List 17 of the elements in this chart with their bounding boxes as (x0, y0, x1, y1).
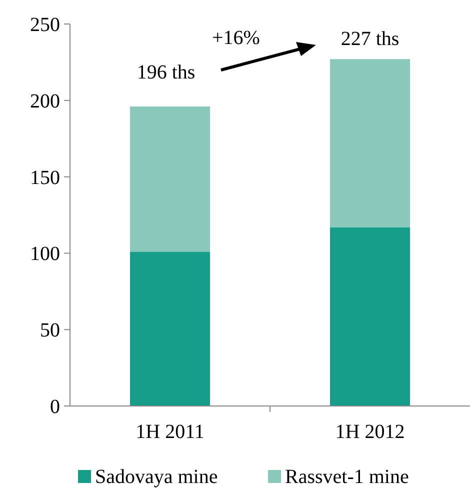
y-tick-label: 100 (30, 243, 60, 266)
total-label: 196 ths (136, 62, 196, 84)
y-tick-label: 200 (30, 90, 60, 112)
x-tick-label: 1H 2012 (335, 421, 405, 443)
y-tick-label: 0 (50, 396, 60, 418)
legend-label: Rassvet-1 mine (285, 466, 409, 488)
legend-label: Sadovaya mine (95, 466, 218, 488)
total-label: 227 ths (340, 28, 400, 50)
y-tick-label: 50 (40, 320, 60, 342)
bar (330, 59, 410, 228)
bar (330, 227, 410, 406)
annotation: +16% (212, 27, 260, 49)
bar (130, 252, 210, 406)
y-tick-label: 250 (30, 14, 60, 36)
x-tick-label: 1H 2011 (136, 421, 204, 443)
y-tick-label: 150 (30, 166, 60, 189)
bar (130, 106, 210, 252)
